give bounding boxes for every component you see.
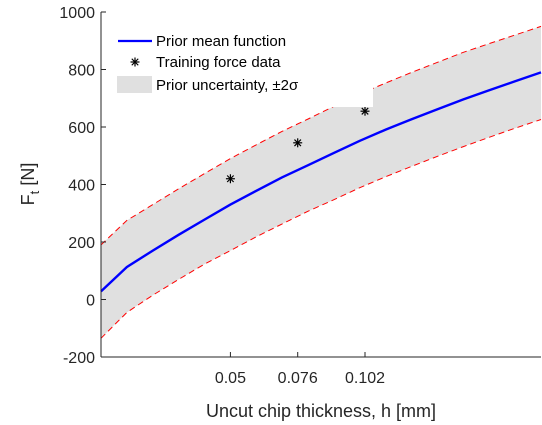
uncertainty-band-layer xyxy=(100,25,542,339)
x-tick-label: 0.05 xyxy=(215,370,246,387)
uncertainty-upper-bound xyxy=(100,25,542,246)
training-points-layer xyxy=(225,106,370,184)
training-point xyxy=(225,174,235,184)
y-axis-title-subscript: t xyxy=(27,190,42,194)
legend-band-swatch xyxy=(117,76,152,93)
legend-training-label: Training force data xyxy=(156,54,281,71)
y-tick-label: 0 xyxy=(86,293,95,310)
legend-training-swatch xyxy=(130,57,140,67)
x-axis-title: Uncut chip thickness, h [mm] xyxy=(206,401,436,421)
y-tick-label: -200 xyxy=(63,350,95,367)
y-tick-label: 200 xyxy=(68,235,95,252)
y-tick-label: 400 xyxy=(68,178,95,195)
y-axis-title-suffix: [N] xyxy=(18,163,38,191)
uncertainty-lower-bound xyxy=(100,119,542,339)
mean-line-layer xyxy=(100,71,542,293)
legend-band-label: Prior uncertainty, ±2σ xyxy=(156,77,299,94)
y-tick-label: 600 xyxy=(68,120,95,137)
mean-function-line xyxy=(100,71,542,293)
axes xyxy=(100,11,541,358)
x-tick-label: 0.102 xyxy=(345,370,385,387)
tick-labels: -200 0 200 400 600 800 1000 0.05 0.076 0.102 xyxy=(59,5,385,387)
training-point xyxy=(293,138,303,148)
training-point xyxy=(360,106,370,116)
y-axis-title-base: F xyxy=(18,194,38,205)
y-tick-label: 800 xyxy=(68,63,95,80)
y-axis-title: Ft [N] xyxy=(18,163,42,206)
x-tick-label: 0.076 xyxy=(278,370,318,387)
y-tick-label: 1000 xyxy=(59,5,95,22)
legend-star-marker xyxy=(130,57,140,67)
legend-mean-label: Prior mean function xyxy=(156,33,286,50)
legend: Prior mean function Training force data … xyxy=(106,15,373,107)
